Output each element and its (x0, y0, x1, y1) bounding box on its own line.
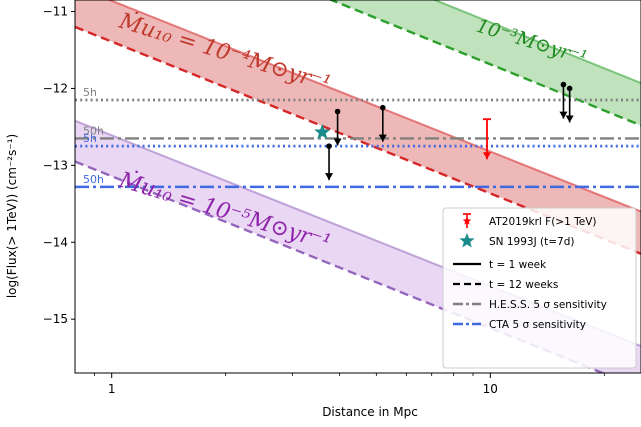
upper-limit-point (326, 143, 332, 149)
legend-item: t = 1 week (453, 259, 547, 271)
at2019krl-marker (483, 118, 492, 160)
legend-item: H.E.S.S. 5 σ sensitivity (453, 299, 607, 311)
upper-limit-arrowhead (378, 134, 387, 142)
sensitivity-hours-label: 5h (83, 132, 97, 145)
legend-label: CTA 5 σ sensitivity (489, 319, 586, 331)
legend-errorbar-star (462, 216, 472, 225)
upper-limit-marker (559, 81, 568, 119)
band-fill-1e-4 (75, 0, 641, 254)
legend-label: SN 1993J (t=7d) (489, 236, 574, 248)
sensitivity-hours-label: 50h (83, 173, 104, 186)
ticks-layer: −11 −12 −13 −14 −15 1 10 (43, 5, 605, 396)
upper-limit-marker (325, 143, 334, 181)
band-solid-line-1e-3 (432, 0, 641, 84)
upper-limit-marker (378, 104, 387, 142)
points-layer (314, 81, 574, 181)
legend-item: SN 1993J (t=7d) (459, 233, 574, 248)
y-tick-label: −14 (43, 235, 68, 249)
x-tick-label: 1 (108, 382, 116, 396)
upper-limit-point (379, 104, 386, 111)
legend-box (442, 207, 637, 369)
upper-limit-point (560, 81, 567, 88)
sensitivity-hours-label: 5h (83, 86, 97, 99)
sn1993j-star (314, 123, 331, 140)
legend-item: AT2019krl F(>1 TeV) (462, 213, 596, 228)
plot-frame (74, 0, 641, 374)
upper-limit-arrowhead (325, 173, 334, 181)
legend-item: CTA 5 σ sensitivity (453, 319, 586, 331)
legend-star-icon (459, 233, 475, 248)
band-solid-line-1e-4 (107, 0, 641, 213)
y-tick-label: −12 (43, 81, 68, 95)
y-tick-label: −13 (43, 158, 68, 172)
y-axis-label: log(Flux(> 1TeV)) (cm⁻²s⁻¹) (5, 134, 19, 298)
x-axis-label: Distance in Mpc (322, 405, 418, 419)
y-tick-label: −15 (43, 312, 68, 326)
upper-limit-marker (333, 108, 342, 146)
band-dashed-line-1e-3 (328, 0, 641, 127)
legend-label: t = 12 weeks (489, 279, 558, 291)
x-tick-label: 10 (483, 382, 498, 396)
legend-label: AT2019krl F(>1 TeV) (489, 216, 596, 228)
upper-limit-marker (565, 85, 574, 123)
legend-label: H.E.S.S. 5 σ sensitivity (489, 299, 607, 311)
upper-limit-arrowhead (559, 111, 568, 119)
upper-limit-arrowhead (333, 138, 342, 146)
errorbar-arrowhead (483, 152, 492, 160)
upper-limit-point (566, 85, 573, 92)
axes-frame (74, 0, 641, 374)
upper-limit-arrowhead (565, 115, 574, 123)
legend-item: t = 12 weeks (453, 279, 558, 291)
sensitivity-hours-label: 50h (83, 124, 104, 137)
legend-label: t = 1 week (489, 259, 547, 271)
legend: AT2019krl F(>1 TeV) SN 1993J (t=7d) t = 1 … (442, 207, 637, 369)
y-tick-label: −11 (43, 5, 68, 19)
upper-limit-point (334, 108, 341, 115)
